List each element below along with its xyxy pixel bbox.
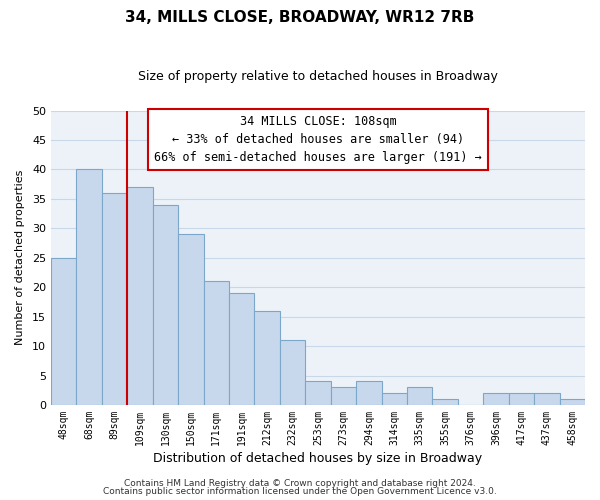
- Bar: [382, 393, 407, 405]
- Bar: [178, 234, 203, 405]
- Bar: [433, 399, 458, 405]
- Text: 34 MILLS CLOSE: 108sqm
← 33% of detached houses are smaller (94)
66% of semi-det: 34 MILLS CLOSE: 108sqm ← 33% of detached…: [154, 115, 482, 164]
- Bar: [305, 382, 331, 405]
- Bar: [356, 382, 382, 405]
- Text: 34, MILLS CLOSE, BROADWAY, WR12 7RB: 34, MILLS CLOSE, BROADWAY, WR12 7RB: [125, 10, 475, 25]
- Y-axis label: Number of detached properties: Number of detached properties: [15, 170, 25, 346]
- Bar: [152, 205, 178, 405]
- Bar: [280, 340, 305, 405]
- Bar: [203, 282, 229, 405]
- Bar: [51, 258, 76, 405]
- Bar: [534, 393, 560, 405]
- Bar: [127, 187, 152, 405]
- Bar: [76, 170, 102, 405]
- Text: Contains HM Land Registry data © Crown copyright and database right 2024.: Contains HM Land Registry data © Crown c…: [124, 478, 476, 488]
- X-axis label: Distribution of detached houses by size in Broadway: Distribution of detached houses by size …: [154, 452, 482, 465]
- Bar: [229, 293, 254, 405]
- Title: Size of property relative to detached houses in Broadway: Size of property relative to detached ho…: [138, 70, 498, 83]
- Bar: [560, 399, 585, 405]
- Bar: [509, 393, 534, 405]
- Text: Contains public sector information licensed under the Open Government Licence v3: Contains public sector information licen…: [103, 487, 497, 496]
- Bar: [102, 193, 127, 405]
- Bar: [483, 393, 509, 405]
- Bar: [331, 388, 356, 405]
- Bar: [254, 310, 280, 405]
- Bar: [407, 388, 433, 405]
